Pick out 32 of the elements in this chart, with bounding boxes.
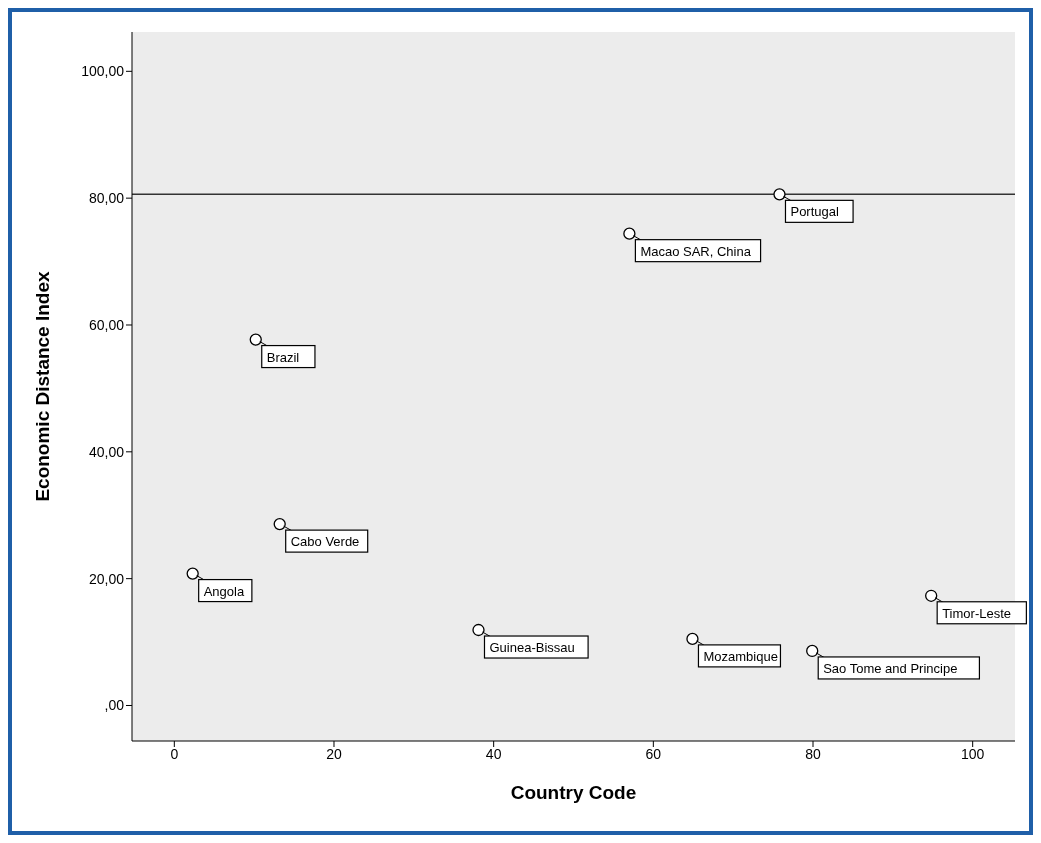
point xyxy=(806,644,819,658)
point xyxy=(273,517,286,531)
point xyxy=(249,333,262,346)
point xyxy=(623,227,636,240)
x-tick-label: 80 xyxy=(805,745,822,762)
x-tick-label: 40 xyxy=(485,745,502,762)
annotation: Timor-Leste xyxy=(942,605,1012,621)
annotation: Brazil xyxy=(266,349,300,365)
x-axis-title: Country Code xyxy=(510,782,637,803)
y-tick-label: 60,00 xyxy=(88,316,125,333)
y-tick-label: 40,00 xyxy=(88,443,125,460)
y-tick-label: 20,00 xyxy=(88,570,125,587)
annotation: Macao SAR, China xyxy=(640,243,752,259)
x-tick-label: 0 xyxy=(170,745,179,762)
point xyxy=(472,623,485,637)
y-tick-label: 100,00 xyxy=(81,63,125,80)
point xyxy=(773,188,786,201)
y-tick-label: ,00 xyxy=(104,697,125,714)
annotation: Cabo Verde xyxy=(290,534,360,550)
y-tick-label: 80,00 xyxy=(88,190,125,207)
annotation: Portugal xyxy=(790,204,840,220)
y-axis-title: Economic Distance Index xyxy=(31,270,53,502)
annotation: Mozambique xyxy=(703,648,778,664)
x-tick-label: 20 xyxy=(326,745,342,762)
annotation: Guinea-Bissau xyxy=(489,640,575,656)
x-tick-label: 60 xyxy=(645,745,662,762)
point xyxy=(186,567,199,580)
annotation: Angola xyxy=(203,583,245,599)
x-tick-label: 100 xyxy=(961,745,985,762)
point xyxy=(686,632,699,646)
point xyxy=(925,589,938,602)
annotation: Sao Tome and Principe xyxy=(823,660,958,676)
